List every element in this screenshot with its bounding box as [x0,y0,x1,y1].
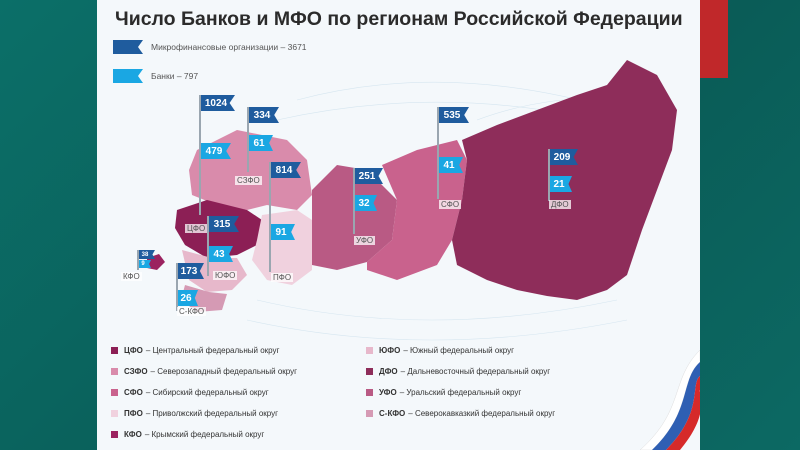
legend-dash: – [400,367,408,376]
flag-skfo-banks: 26 [178,290,198,306]
region-pfo [252,210,312,285]
legend-item-szfo: СЗФО – Северозападный федеральный округ [111,367,297,376]
legend-item-ufo: УФО – Уральский федеральный округ [366,388,521,397]
swatch-sfo [111,389,118,396]
swatch-ufo [366,389,373,396]
label-cfo: ЦФО [185,224,208,233]
swatch-yufo [366,347,373,354]
flag-pfo-banks: 91 [271,224,295,240]
flag-pole-kfo [137,250,139,270]
legend-dash: – [144,430,152,439]
flag-szfo-mfo: 334 [249,107,279,123]
flag-pole-cfo [199,95,201,215]
flag-ufo-mfo: 251 [355,168,383,184]
legend-name: Центральный федеральный округ [152,346,280,355]
slide: Число Банков и МФО по регионам Российско… [97,0,700,450]
legend-name: Приволжский федеральный округ [152,409,279,418]
legend-item-cfo: ЦФО – Центральный федеральный округ [111,346,279,355]
bank-flag-icon [113,69,143,83]
label-sfo: СФО [439,200,462,209]
legend-banks: Банки – 797 [113,69,198,83]
swatch-skfo [366,410,373,417]
swatch-cfo [111,347,118,354]
mfo-flag-icon [113,40,143,54]
flag-cfo-banks: 479 [201,143,231,159]
flag-kfo-banks: 9 [139,260,151,268]
legend-item-yufo: ЮФО – Южный федеральный округ [366,346,514,355]
swatch-szfo [111,368,118,375]
region-sfo [367,140,467,280]
flag-yufo-banks: 43 [209,246,233,262]
flag-kfo-mfo: 38 [139,250,155,259]
label-ufo: УФО [354,236,376,245]
legend-code: ЮФО [379,346,401,355]
flag-sfo-banks: 41 [439,157,463,173]
legend-item-dfo: ДФО – Дальневосточный федеральный округ [366,367,550,376]
label-pfo: ПФО [271,273,294,282]
legend-code: С-КФО [379,409,406,418]
legend-code: СЗФО [124,367,148,376]
swatch-pfo [111,410,118,417]
flag-dfo-banks: 21 [550,176,572,192]
legend-code: УФО [379,388,397,397]
legend-dash: – [150,367,158,376]
flag-pfo-mfo: 814 [271,162,301,178]
flag-skfo-mfo: 173 [178,263,204,279]
legend-name: Сибирский федеральный округ [152,388,269,397]
flag-pole-sfo [437,107,439,199]
flag-cfo-mfo: 1024 [201,95,235,111]
legend-dash: – [403,346,410,355]
flag-pole-yufo [207,216,209,276]
legend-name: Дальневосточный федеральный округ [407,367,551,376]
legend-dash: – [145,346,153,355]
legend-code: ПФО [124,409,143,418]
legend-dash: – [145,388,153,397]
legend-item-sfo: СФО – Сибирский федеральный округ [111,388,269,397]
legend-banks-label: Банки – 797 [151,71,199,81]
legend-name: Северокавказкий федеральный округ [414,409,556,418]
flag-szfo-banks: 61 [249,135,273,151]
legend-item-pfo: ПФО – Приволжский федеральный округ [111,409,278,418]
flag-sfo-mfo: 535 [439,107,469,123]
russian-flag-ribbon-icon [639,350,700,450]
legend-name: Южный федеральный округ [409,346,515,355]
legend-item-kfo: КФО – Крымский федеральный округ [111,430,264,439]
legend-name: Северозападный федеральный округ [157,367,298,376]
legend-code: СФО [124,388,143,397]
flag-pole-dfo [548,149,550,201]
slide-title: Число Банков и МФО по регионам Российско… [115,8,683,30]
label-szfo: СЗФО [235,176,262,185]
label-kfo: КФО [121,272,142,281]
label-yufo: ЮФО [213,271,238,280]
legend-item-skfo: С-КФО – Северокавказкий федеральный окру… [366,409,555,418]
flag-yufo-mfo: 315 [209,216,239,232]
legend-name: Уральский федеральный округ [406,388,522,397]
legend-code: ЦФО [124,346,143,355]
label-dfo: ДФО [549,200,571,209]
label-skfo: С-КФО [177,307,207,316]
legend-name: Крымский федеральный округ [151,430,265,439]
legend-code: ДФО [379,367,398,376]
flag-pole-ufo [353,168,355,234]
legend-mfo: Микрофинансовые организации – 3671 [113,40,307,54]
flag-dfo-mfo: 209 [550,149,578,165]
legend-dash: – [408,409,415,418]
flag-pole-skfo [176,263,178,311]
legend-dash: – [399,388,407,397]
legend-dash: – [145,409,153,418]
flag-pole-pfo [269,162,271,272]
swatch-kfo [111,431,118,438]
legend-code: КФО [124,430,142,439]
flag-ufo-banks: 32 [355,195,377,211]
swatch-dfo [366,368,373,375]
flag-pole-szfo [247,107,249,172]
legend-mfo-label: Микрофинансовые организации – 3671 [151,42,307,52]
red-accent-bar [700,0,728,78]
